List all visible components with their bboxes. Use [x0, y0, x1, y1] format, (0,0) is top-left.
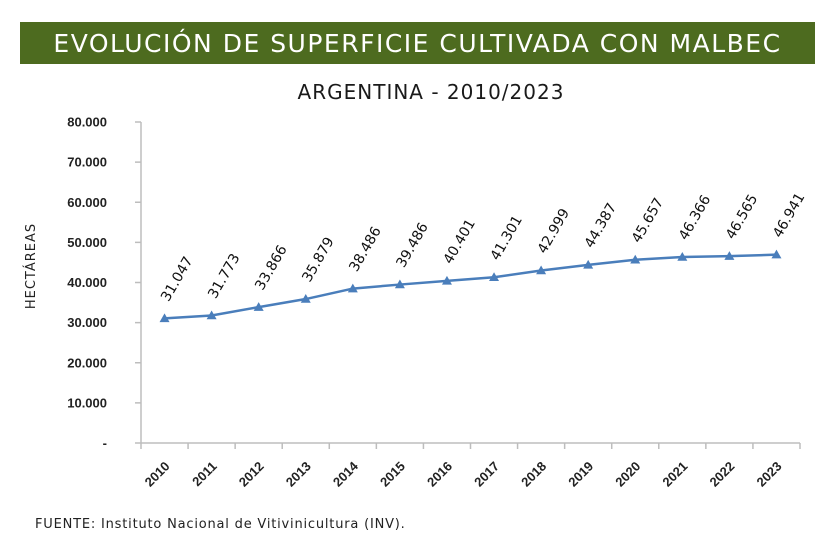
data-label: 35.879 [299, 235, 337, 285]
data-label: 42.999 [535, 206, 573, 256]
x-tick-label: 2022 [706, 459, 737, 490]
data-point [159, 313, 170, 323]
data-point [300, 294, 311, 303]
y-tick-label: 80.000 [67, 115, 107, 130]
chart-subtitle: ARGENTINA - 2010/2023 [297, 80, 565, 104]
y-tick-label: 10.000 [67, 395, 107, 410]
x-axis-ticks: 2010 2011 2012 2013 2014 2015 2016 2017 2018 2019… [140, 443, 801, 490]
data-point [253, 302, 264, 311]
series-layer [159, 249, 782, 323]
y-tick-label: 50.000 [67, 235, 107, 250]
y-tick-label: 40.000 [67, 275, 107, 290]
chart-axes [140, 122, 800, 444]
data-label: 41.301 [488, 213, 526, 263]
series-line [164, 253, 777, 320]
y-tick-label: - [103, 436, 107, 451]
data-point [347, 283, 358, 293]
data-label: 33.866 [252, 243, 290, 294]
y-axis-ticks: - 10.000 20.000 30.000 40.000 50.000 60.000 70.… [67, 115, 141, 451]
x-tick-label: 2011 [189, 459, 220, 490]
x-tick-label: 2017 [471, 459, 502, 490]
data-label: 44.387 [582, 200, 620, 250]
data-point [724, 251, 735, 260]
y-tick-label: 20.000 [67, 355, 107, 370]
data-point [206, 310, 217, 320]
y-tick-label: 30.000 [67, 315, 107, 330]
data-point [489, 272, 500, 282]
x-tick-label: 2015 [377, 459, 408, 490]
data-point [536, 265, 547, 275]
y-tick-label: 70.000 [67, 155, 107, 170]
data-label: 40.401 [441, 216, 479, 266]
title-banner: EVOLUCIÓN DE SUPERFICIE CULTIVADA CON MA… [20, 22, 815, 64]
data-point [771, 249, 782, 259]
data-label: 46.366 [676, 192, 714, 243]
data-label: 31.047 [158, 254, 196, 304]
data-label: 39.486 [394, 220, 432, 271]
data-point [441, 275, 452, 285]
data-label: 38.486 [346, 224, 384, 275]
data-point [394, 279, 405, 289]
x-tick-label: 2021 [659, 459, 690, 490]
x-tick-label: 2010 [142, 459, 173, 490]
data-label: 46.941 [770, 190, 808, 240]
x-tick-label: 2012 [236, 459, 267, 490]
x-tick-label: 2013 [283, 459, 314, 490]
data-point [630, 254, 641, 264]
data-label: 45.657 [629, 195, 667, 245]
y-tick-label: 60.000 [67, 195, 107, 210]
x-tick-label: 2023 [754, 459, 785, 490]
data-label: 46.565 [723, 192, 761, 242]
x-tick-label: 2019 [565, 459, 596, 490]
x-tick-label: 2014 [330, 458, 362, 490]
chart-title: EVOLUCIÓN DE SUPERFICIE CULTIVADA CON MA… [53, 28, 782, 58]
data-labels: 31.047 31.773 33.866 35.879 38.486 39.486 40.4… [158, 190, 808, 304]
source-note: FUENTE: Instituto Nacional de Vitivinicu… [35, 517, 406, 532]
y-axis-label: HECTÁREAS [23, 223, 39, 309]
x-tick-label: 2018 [518, 459, 549, 490]
source-text: Instituto Nacional de Vitivinicultura (I… [96, 517, 406, 532]
data-point [583, 259, 594, 269]
x-tick-label: 2016 [424, 459, 455, 490]
x-tick-label: 2020 [612, 459, 643, 490]
data-point [677, 251, 688, 261]
data-label: 31.773 [205, 251, 243, 301]
source-label: FUENTE: [35, 517, 97, 532]
